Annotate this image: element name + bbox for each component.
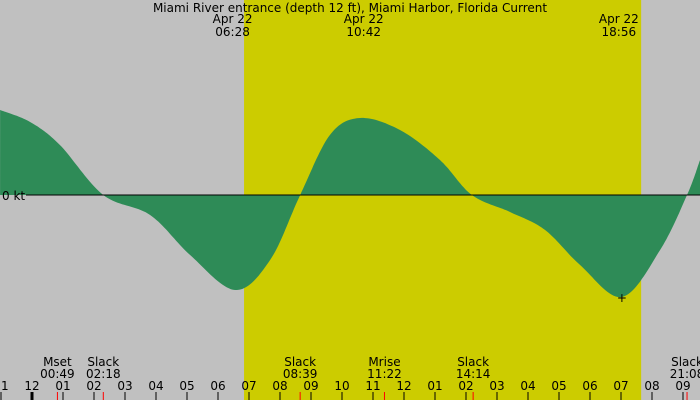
event-time: 14:14 [456,367,491,381]
hour-tick-label: 12 [396,379,411,393]
event-time: 00:49 [40,367,75,381]
zero-kt-label: 0 kt [2,189,25,203]
top-time-label: 06:28 [215,25,250,39]
hour-tick-label: 02 [86,379,101,393]
hour-tick-label: 01 [427,379,442,393]
event-name: Slack [87,355,119,369]
event-time: 08:39 [283,367,318,381]
ebb-area [0,110,700,298]
hour-tick-label: 02 [458,379,473,393]
chart-title: Miami River entrance (depth 12 ft), Miam… [153,1,547,15]
hour-tick-label: 09 [303,379,318,393]
event-time: 21:08 [670,367,700,381]
hour-tick-label: 11 [365,379,380,393]
hour-tick-label: 05 [551,379,566,393]
top-date-label: Apr 22 [599,12,639,26]
top-date-label: Apr 22 [213,12,253,26]
hour-tick-label: 06 [210,379,225,393]
current-curve [0,110,700,298]
event-name: Mrise [368,355,400,369]
event-name: Slack [457,355,489,369]
hour-tick-label: 05 [179,379,194,393]
hour-tick-label: 07 [241,379,256,393]
hour-tick-label: 08 [644,379,659,393]
hour-axis: 11 12 01 02 03 04 05 06 07 08 09 10 11 12 01 02 03 04 05 06… [0,379,691,400]
event-time: 11:22 [367,367,402,381]
hour-tick-label: 10 [334,379,349,393]
top-date-label: Apr 22 [344,12,384,26]
hour-tick-label: 03 [117,379,132,393]
hour-tick-label: 12 [24,379,39,393]
event-labels: Mset00:49Slack02:18Slack08:39Mrise11:22S… [40,355,700,400]
hour-tick-label: 01 [55,379,70,393]
top-time-label: 18:56 [602,25,637,39]
hour-tick-label: 09 [675,379,690,393]
hour-tick-label: 04 [148,379,163,393]
hour-tick-label: 07 [613,379,628,393]
hour-tick-label: 11 [0,379,9,393]
max-ebb-marker: + [617,291,627,305]
event-name: Mset [43,355,72,369]
hour-tick-label: 08 [272,379,287,393]
top-time-label: 10:42 [346,25,381,39]
event-name: Slack [671,355,700,369]
event-time: 02:18 [86,367,121,381]
hour-tick-label: 06 [582,379,597,393]
event-name: Slack [284,355,316,369]
hour-tick-label: 04 [520,379,535,393]
hour-tick-label: 03 [489,379,504,393]
